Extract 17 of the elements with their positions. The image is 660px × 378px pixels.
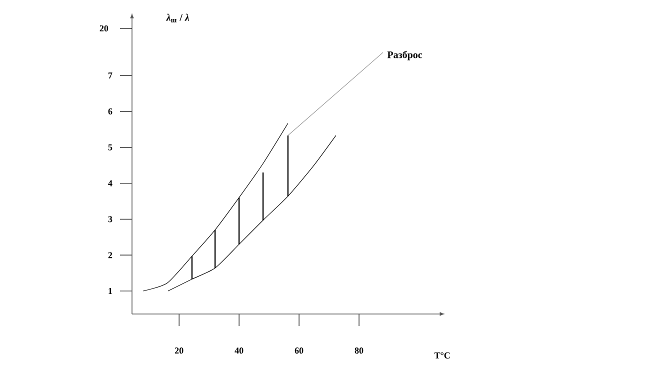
annotation: Разброс <box>387 50 422 60</box>
x-tick-label: 80 <box>354 348 364 354</box>
y-tick-label: 6 <box>108 108 112 114</box>
x-tick-label: 60 <box>294 348 304 354</box>
line-series <box>168 135 336 292</box>
x-tick-label: 40 <box>234 348 244 354</box>
text: 20 <box>100 25 108 32</box>
y-tick-label: 7 <box>108 72 112 78</box>
y-tick-label: 1 <box>108 288 112 294</box>
y-tick-label: 5 <box>108 144 112 150</box>
y-tick-label: 3 <box>108 216 112 222</box>
line-series <box>142 122 288 292</box>
y-tick-label: 4 <box>108 180 112 186</box>
x-axis-title: T°C <box>434 352 450 358</box>
y-tick-label: 2 <box>108 252 112 258</box>
x-tick-label: 20 <box>174 348 184 354</box>
y-axis-title: λ$_{ш}$ / λ <box>166 14 190 22</box>
